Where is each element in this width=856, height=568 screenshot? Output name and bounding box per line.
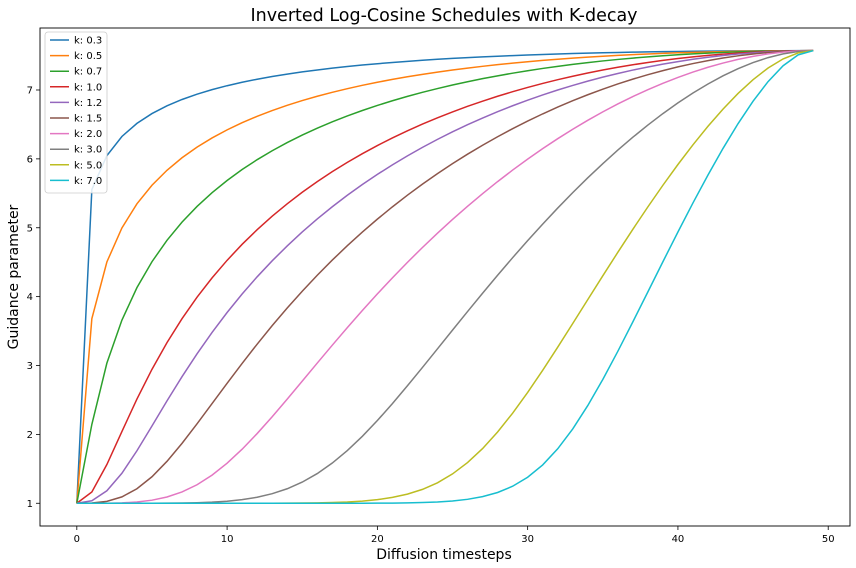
legend-label: k: 2.0 [74,129,102,140]
series-line-k-0-3 [76,49,814,504]
series-line-k-7-0 [76,49,814,505]
legend: k: 0.3 k: 0.5 k: 0.7 k: 1.0 k: 1.2 k: 1.5 k: 2… [44,31,108,194]
series-line-k-0-5 [76,49,814,504]
legend-box [44,31,108,194]
series-line-k-1-2 [76,49,814,505]
plot-frame [39,27,851,527]
x-tick-label: 10 [221,534,234,545]
series-line-k-1-5 [76,49,814,505]
y-tick-label: 3 [27,361,33,372]
x-axis-label: Diffusion timesteps [376,547,511,563]
x-tick-label: 20 [371,534,384,545]
legend-label: k: 1.2 [74,98,102,109]
y-axis-label: Guidance parameter [6,204,22,349]
y-tick-label: 6 [27,154,33,165]
chart-title: Inverted Log-Cosine Schedules with K-dec… [250,6,637,26]
y-tick-label: 7 [27,85,33,96]
y-tick-label: 2 [27,430,33,441]
x-axis: 0 10 20 30 40 50 [74,526,835,545]
y-axis: 1 2 3 4 5 6 7 [27,85,40,510]
plot-area [76,49,814,505]
legend-label: k: 7.0 [74,176,102,187]
legend-label: k: 1.5 [74,114,102,125]
legend-label: k: 0.7 [74,67,102,78]
y-tick-label: 1 [27,499,33,510]
x-tick-label: 30 [521,534,534,545]
x-tick-label: 40 [672,534,685,545]
legend-label: k: 5.0 [74,160,102,171]
legend-label: k: 1.0 [74,82,102,93]
series-line-k-1-0 [76,49,814,504]
y-tick-label: 4 [27,292,33,303]
legend-label: k: 3.0 [74,145,102,156]
legend-label: k: 0.5 [74,51,102,62]
x-tick-label: 50 [822,534,835,545]
legend-label: k: 0.3 [74,36,102,47]
y-tick-label: 5 [27,223,33,234]
series-line-k-0-7 [76,49,814,504]
x-tick-label: 0 [74,534,80,545]
series-line-k-2-0 [76,49,814,505]
